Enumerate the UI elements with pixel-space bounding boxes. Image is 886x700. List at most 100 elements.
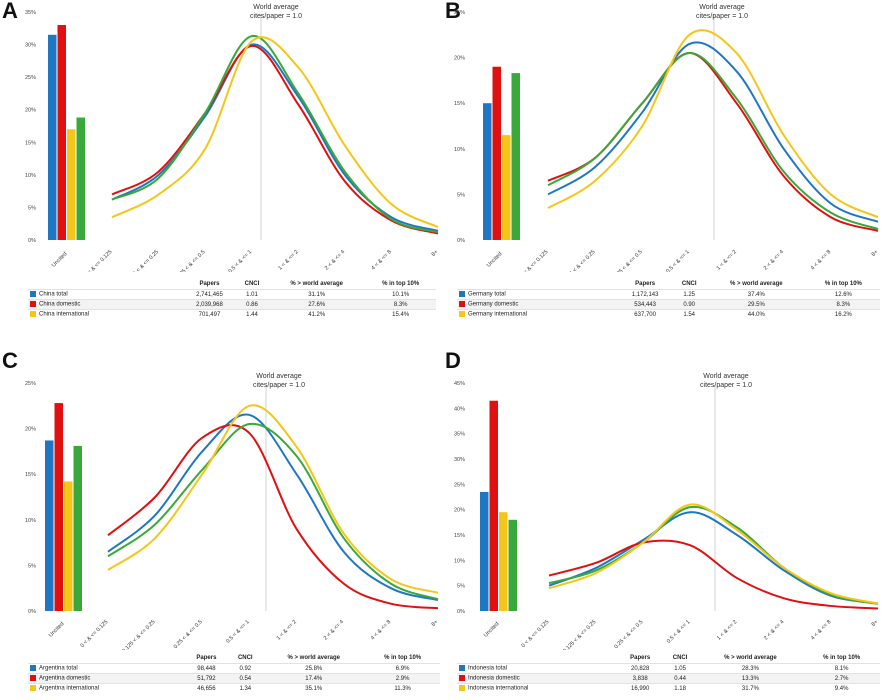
table-cell: 2.7% <box>834 675 849 682</box>
table-cell: 1.44 <box>246 311 258 318</box>
table-cell: 1.54 <box>683 311 696 318</box>
uncited-bar <box>480 491 489 611</box>
column-header: CNCI <box>244 280 260 287</box>
uncited-bar <box>48 34 57 240</box>
table-cell: 637,700 <box>634 311 656 318</box>
panel-d: D 0% 5% 10% 15% 20% 25% 30% 35% 40% 45% Uncited 0 <… <box>443 348 886 700</box>
uncited-bar <box>57 25 66 241</box>
table-row: Indonesia domestic 3,838 0.44 13.3% 2.7% <box>457 673 880 684</box>
panel-label: D <box>445 348 461 373</box>
column-header: % in top 10% <box>824 280 862 287</box>
table-cell: 13.3% <box>741 675 759 682</box>
column-header: Papers <box>196 654 217 661</box>
uncited-bar <box>499 512 508 611</box>
series-line-total <box>548 511 879 605</box>
row-label: Germany domestic <box>468 301 519 308</box>
y-tick-label: 15% <box>454 101 465 107</box>
y-tick-label: 10% <box>25 518 36 524</box>
x-tick-label: 0.5 < & <= 1 <box>666 619 692 645</box>
column-header: % > world average <box>730 280 783 287</box>
uncited-bar <box>64 481 73 611</box>
x-tick-label: 8+ <box>871 619 880 628</box>
row-label-cell: China total <box>28 290 183 300</box>
table-cell: 0.54 <box>239 675 252 682</box>
legend-swatch <box>459 311 465 318</box>
y-tick-label: 10% <box>454 558 465 564</box>
row-label-cell: Germany international <box>457 310 618 320</box>
y-tick-label: 15% <box>454 533 465 539</box>
table-row: Argentina domestic 51,792 0.54 17.4% 2.9% <box>28 673 440 684</box>
table-header-row: Papers CNCI % > world average % in top 10% <box>457 652 880 664</box>
annotation-line-1: World average <box>256 373 302 380</box>
table-cell: 2,039,968 <box>196 301 223 308</box>
x-tick-label: 1 < & <= 2 <box>716 249 738 271</box>
column-header: % in top 10% <box>384 654 422 661</box>
table-cell: 2,741,465 <box>196 291 223 298</box>
row-label: Germany international <box>468 311 528 318</box>
x-tick-label: 0.25 < & <= 0.5 <box>613 249 644 272</box>
y-tick-label: 40% <box>454 406 465 412</box>
uncited-bar <box>54 403 63 611</box>
uncited-bar <box>73 445 82 611</box>
x-tick-label: 0.125 < & <= 0.25 <box>125 249 160 272</box>
table-cell: 8.3% <box>836 301 851 308</box>
table-cell: 12.6% <box>834 291 852 298</box>
y-tick-label: 5% <box>28 563 36 569</box>
legend-swatch <box>30 311 36 318</box>
series-line-domestic <box>111 44 439 235</box>
annotation-line-1: World average <box>253 4 299 11</box>
legend-swatch <box>459 675 465 682</box>
x-tick-label: 2 < & <= 4 <box>763 249 785 271</box>
y-tick-label: 15% <box>25 140 36 146</box>
uncited-bar <box>511 73 520 240</box>
table-cell: 16,990 <box>631 685 650 692</box>
panel-label: B <box>445 0 461 23</box>
table-row: Argentina international 46,656 1.34 35.1% 11… <box>28 683 440 694</box>
table-cell: 6.9% <box>395 665 410 672</box>
table-cell: 3,838 <box>632 675 648 682</box>
x-tick-label: 2 < & <= 4 <box>324 249 346 271</box>
table-cell: 98,448 <box>197 665 216 672</box>
y-tick-label: 25% <box>454 10 465 16</box>
row-label-cell: Germany total <box>457 290 618 300</box>
y-tick-label: 25% <box>25 381 36 387</box>
table-cell: 8.1% <box>834 665 849 672</box>
table-row: China international 701,497 1.44 41.2% 15.4% <box>28 309 436 320</box>
row-label-cell: Indonesia total <box>457 664 618 674</box>
annotation-line-1: World average <box>703 373 749 380</box>
column-header: Papers <box>199 280 220 287</box>
table-cell: 31.1% <box>308 291 326 298</box>
y-tick-label: 5% <box>457 584 465 590</box>
x-tick-label: 4 < & <= 8 <box>810 619 832 641</box>
series-line-all <box>107 422 439 601</box>
uncited-bar <box>489 400 498 611</box>
uncited-label: Uncited <box>486 251 503 268</box>
y-tick-label: 35% <box>454 432 465 438</box>
chart-svg: 0% 5% 10% 15% 20% 25% 30% 35% Uncited 0 < & <= 0.… <box>25 10 439 272</box>
uncited-bar <box>76 117 85 240</box>
column-header: % in top 10% <box>823 654 861 661</box>
series-line-total <box>547 41 879 223</box>
series-line-international <box>107 404 439 594</box>
table-row: China total 2,741,465 1.01 31.1% 10.1% <box>28 289 436 300</box>
uncited-bar <box>508 519 517 611</box>
table-cell: 25.8% <box>305 665 323 672</box>
stats-table: Papers CNCI % > world average % in top 10% I… <box>457 652 880 693</box>
table-cell: 37.4% <box>747 291 765 298</box>
column-header: CNCI <box>681 280 697 287</box>
row-label: Argentina total <box>39 665 78 672</box>
panel-b: B 0% 5% 10% 15% 20% 25% Uncited 0 < & <= 0.125 0… <box>443 0 886 350</box>
chart-svg: 0% 5% 10% 15% 20% 25% Uncited 0 < & <= 0.125 0.1… <box>25 381 439 650</box>
y-tick-label: 10% <box>454 147 465 153</box>
table-cell: 1,172,143 <box>631 291 659 298</box>
legend-swatch <box>30 665 36 672</box>
series-line-domestic <box>107 424 439 610</box>
series-line-all <box>111 35 439 234</box>
row-label: Argentina domestic <box>39 675 91 682</box>
table-cell: 1.01 <box>246 291 258 298</box>
chart-svg: 0% 5% 10% 15% 20% 25% Uncited 0 < & <= 0.125 0.1… <box>454 10 879 272</box>
series-line-domestic <box>547 52 879 232</box>
table-cell: 51,792 <box>197 675 216 682</box>
table-row: Germany domestic 534,443 0.90 29.5% 8.3% <box>457 299 880 310</box>
table-row: Argentina total 98,448 0.92 25.8% 6.9% <box>28 663 440 674</box>
